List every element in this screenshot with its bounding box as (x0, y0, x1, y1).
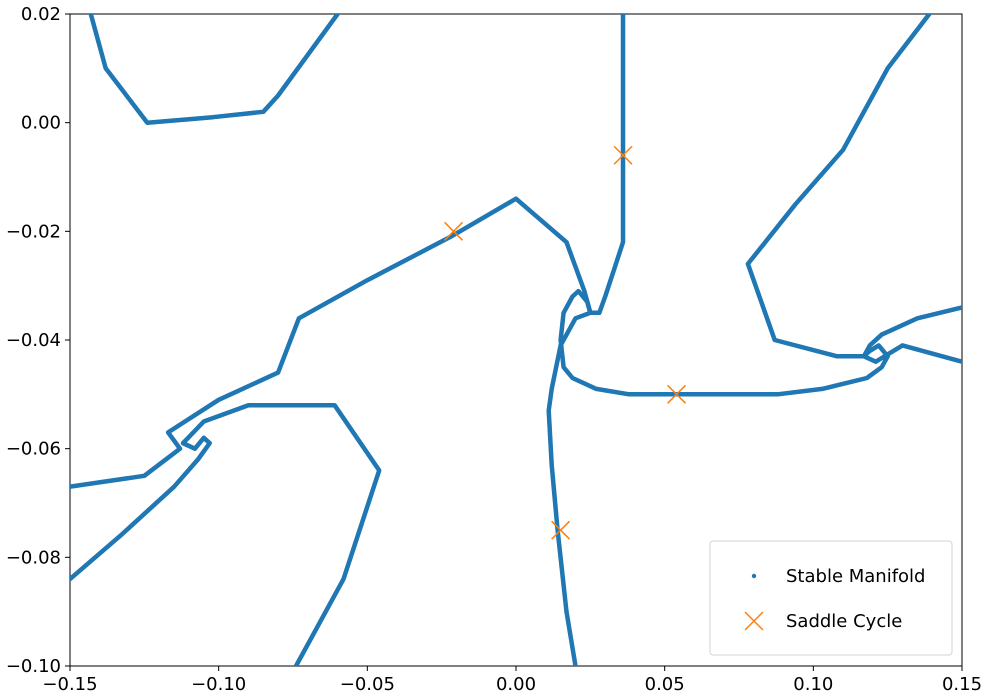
y-tick-label: 0.02 (21, 4, 61, 25)
legend: Stable Manifold Saddle Cycle (709, 540, 953, 656)
stable-manifold-curve-2 (558, 14, 962, 397)
stable-manifold-curve-5 (70, 402, 382, 666)
y-tick-label: −0.06 (6, 439, 61, 460)
x-axis: −0.15 −0.10 −0.05 0.00 0.05 0.10 0.15 (42, 666, 982, 695)
y-tick-label: −0.04 (6, 330, 61, 351)
y-tick-label: 0.00 (21, 113, 61, 134)
marker-layer (444, 145, 687, 540)
plot-area (69, 13, 963, 667)
saddle-cycle-point-3 (667, 384, 687, 404)
x-tick-label: 0.10 (793, 674, 833, 695)
stable-manifold-curve-3 (745, 14, 962, 359)
y-tick-label: −0.08 (6, 547, 61, 568)
y-tick-label: −0.02 (6, 221, 61, 242)
stable-manifold-curve-1 (88, 14, 340, 125)
x-tick-label: −0.05 (340, 674, 395, 695)
legend-marker-saddle-cycle (744, 611, 764, 631)
x-tick-label: 0.15 (942, 674, 982, 695)
saddle-cycle-point-2 (613, 145, 633, 165)
y-tick-label: −0.10 (6, 656, 61, 677)
y-axis: 0.02 0.00 −0.02 −0.04 −0.06 −0.08 −0.10 (6, 4, 70, 677)
x-tick-label: −0.15 (42, 674, 97, 695)
x-tick-label: −0.10 (191, 674, 246, 695)
series-layer (70, 14, 962, 666)
legend-marker-stable-manifold (751, 573, 757, 579)
x-tick-label: 0.05 (645, 674, 685, 695)
x-tick-label: 0.00 (496, 674, 536, 695)
legend-box (709, 540, 953, 656)
legend-label-stable-manifold: Stable Manifold (786, 566, 925, 587)
legend-label-saddle-cycle: Saddle Cycle (786, 611, 902, 632)
stable-manifold-curve-4 (70, 196, 593, 666)
saddle-cycle-point-4 (551, 520, 571, 540)
saddle-cycle-point-1 (444, 221, 464, 241)
